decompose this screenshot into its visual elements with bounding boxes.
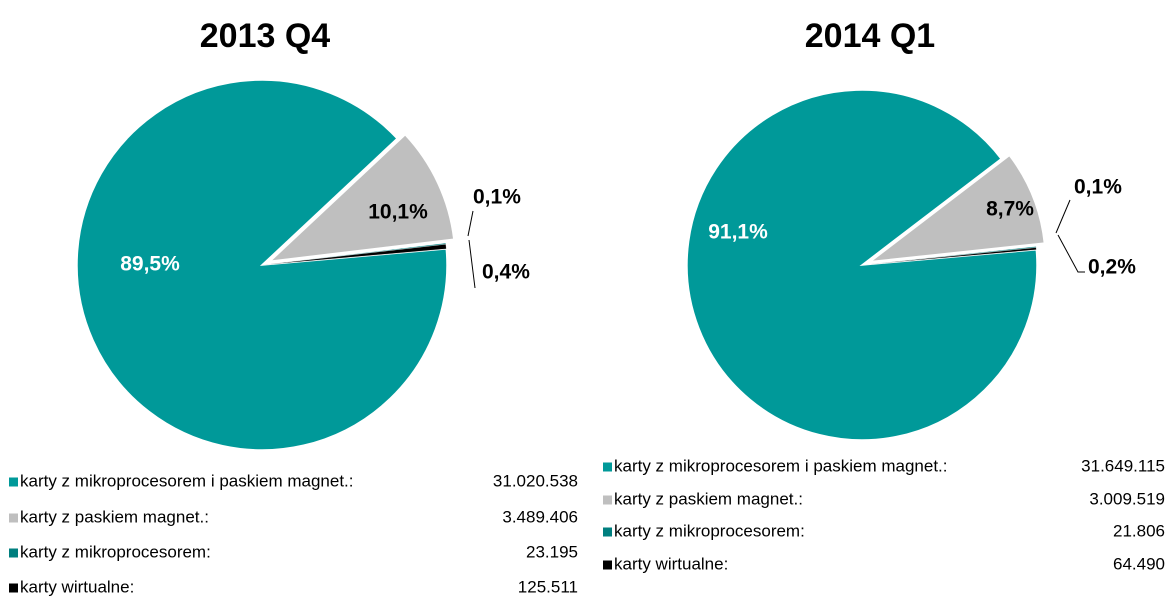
legend-label: karty z paskiem magnet.: — [20, 507, 209, 526]
data-label: 89,5% — [120, 253, 180, 276]
legend-marker — [603, 527, 612, 537]
data-label: 0,4% — [482, 261, 530, 284]
pie-slice — [267, 133, 455, 263]
legend-label: karty wirtualne: — [614, 554, 728, 573]
data-label: 10,1% — [368, 201, 428, 224]
leader-line — [1055, 199, 1071, 234]
legend-label: karty wirtualne: — [20, 577, 134, 596]
data-label: 8,7% — [986, 198, 1034, 221]
pie-slice — [686, 89, 1038, 441]
legend-marker — [603, 560, 612, 570]
data-label: 91,1% — [708, 221, 768, 244]
legend-count: 31.020.538 — [493, 471, 578, 490]
data-label: 0,1% — [1074, 176, 1122, 199]
legend-count: 3.009.519 — [1089, 489, 1165, 508]
legend-count: 64.490 — [1113, 554, 1165, 573]
legend-marker — [9, 477, 18, 487]
legend-label: karty z mikroprocesorem i paskiem magnet… — [614, 456, 948, 475]
leader-line — [468, 239, 476, 289]
pie-slice — [867, 154, 1046, 263]
data-label: 0,2% — [1088, 256, 1136, 279]
legend-label: karty z mikroprocesorem: — [20, 542, 211, 561]
chart-title: 2013 Q4 — [200, 17, 331, 55]
chart-title: 2014 Q1 — [805, 17, 935, 55]
legend-marker — [9, 548, 18, 558]
leader-line — [467, 210, 474, 237]
pie-slice — [261, 244, 447, 266]
legend-count: 23.195 — [526, 542, 578, 561]
legend-marker — [9, 583, 18, 593]
pie-slice — [861, 247, 1037, 266]
legend-marker — [603, 462, 612, 472]
legend-count: 31.649.115 — [1081, 456, 1165, 475]
legend-marker — [603, 495, 612, 505]
legend-label: karty z mikroprocesorem: — [614, 521, 805, 540]
legend-marker — [9, 513, 18, 523]
data-label: 0,1% — [473, 186, 521, 209]
legend-count: 21.806 — [1113, 521, 1165, 540]
legend-label: karty z paskiem magnet.: — [614, 489, 803, 508]
pie-slice — [76, 79, 448, 451]
legend-count: 125.511 — [518, 577, 578, 596]
legend-label: karty z mikroprocesorem i paskiem magnet… — [20, 471, 354, 490]
leader-line — [1057, 234, 1085, 273]
legend-count: 3.489.406 — [502, 507, 578, 526]
